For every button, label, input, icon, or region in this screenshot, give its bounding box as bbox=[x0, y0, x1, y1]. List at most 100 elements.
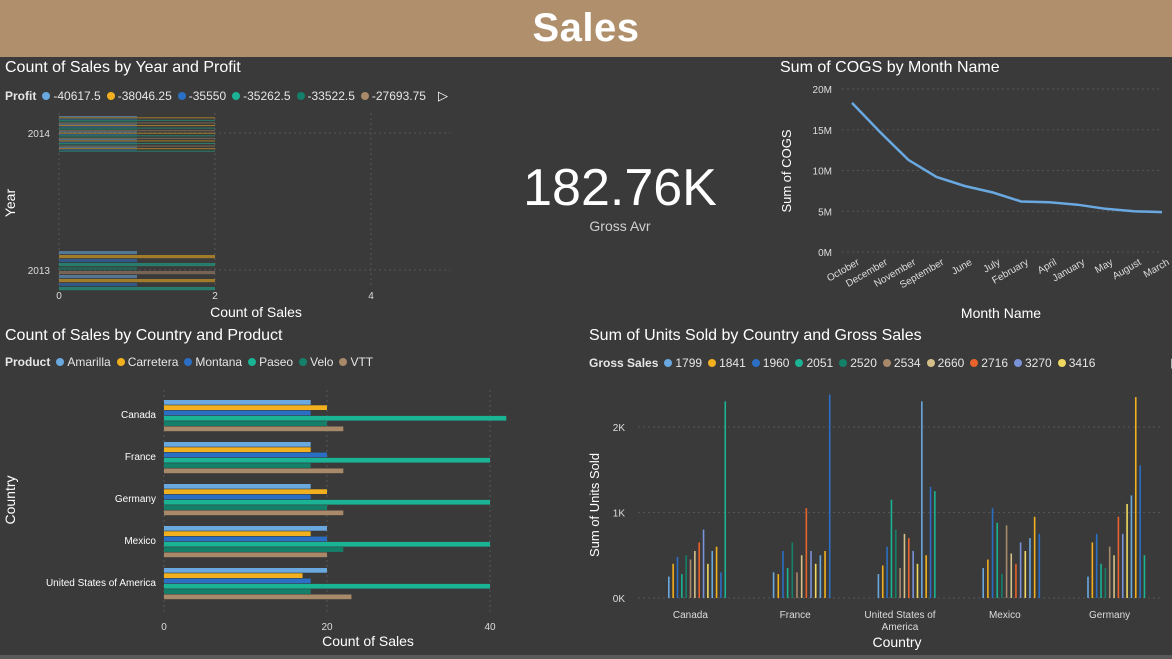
bar bbox=[164, 526, 327, 531]
bar bbox=[916, 563, 919, 598]
legend-item[interactable]: Velo bbox=[299, 355, 333, 369]
bar bbox=[164, 541, 490, 547]
legend-item[interactable]: 3416 bbox=[1057, 356, 1095, 370]
legend-label: -33522.5 bbox=[307, 89, 355, 103]
legend-item[interactable]: -35262.5 bbox=[232, 89, 291, 103]
legend-item[interactable]: -38046.25 bbox=[106, 89, 172, 103]
legend-item[interactable]: 1960 bbox=[751, 356, 789, 370]
bar bbox=[59, 137, 215, 139]
legend-item[interactable]: 1799 bbox=[664, 356, 702, 370]
legend-dot-icon bbox=[1014, 359, 1022, 367]
y-tick-label: Canada bbox=[121, 410, 156, 421]
bar bbox=[777, 574, 780, 598]
bar bbox=[711, 550, 714, 598]
bar bbox=[164, 405, 327, 410]
cogs-line bbox=[851, 102, 1163, 214]
legend-item[interactable]: Carretera bbox=[116, 355, 179, 369]
legend-item[interactable]: 2520 bbox=[839, 356, 877, 370]
chart4-legend-title: Gross Sales bbox=[589, 356, 659, 370]
bar bbox=[59, 271, 215, 275]
bar bbox=[59, 117, 215, 119]
bar bbox=[59, 144, 137, 146]
bar bbox=[676, 556, 679, 598]
bar bbox=[996, 522, 999, 598]
legend-label: -27693.75 bbox=[371, 89, 426, 103]
legend-dot-icon bbox=[1057, 359, 1066, 367]
legend-item[interactable]: -35550 bbox=[177, 89, 226, 103]
chart4-svg: 0K 1K 2K Canada France United States ofAmeric… bbox=[587, 394, 1162, 650]
bar bbox=[164, 426, 344, 432]
bar bbox=[59, 287, 215, 291]
legend-item[interactable]: -40617.5 bbox=[42, 89, 101, 103]
bar bbox=[1010, 553, 1013, 598]
chart3-svg: 0 20 40 Canada France Germany Mexico United Sta… bbox=[2, 390, 507, 649]
bar bbox=[59, 122, 215, 124]
legend-dot-icon bbox=[232, 92, 241, 100]
legend-item[interactable]: 3270 bbox=[1014, 356, 1052, 370]
x-tick-label: 0 bbox=[161, 622, 167, 633]
legend-label: Carretera bbox=[127, 355, 179, 369]
legend-item[interactable]: Paseo bbox=[248, 355, 293, 369]
x-tick-label: 2 bbox=[212, 291, 218, 302]
legend-item[interactable]: -27693.75 bbox=[360, 89, 426, 103]
legend-item[interactable]: 2534 bbox=[882, 356, 921, 370]
legend-dot-icon bbox=[106, 92, 115, 100]
legend-next-icon[interactable]: ▷ bbox=[437, 88, 448, 103]
legend-item[interactable]: -33522.5 bbox=[296, 89, 355, 103]
bar bbox=[164, 452, 327, 458]
bar bbox=[59, 148, 215, 150]
bar bbox=[810, 550, 812, 598]
legend-label: Amarilla bbox=[67, 355, 111, 369]
legend-item[interactable]: VTT bbox=[339, 355, 373, 369]
legend-item[interactable]: Amarilla bbox=[56, 355, 111, 369]
x-tick-label: France bbox=[780, 610, 812, 621]
legend-label: 2660 bbox=[937, 356, 965, 370]
bar bbox=[164, 463, 311, 468]
bar bbox=[59, 121, 137, 123]
legend-label: 2520 bbox=[850, 356, 877, 370]
bar bbox=[685, 555, 687, 598]
bar bbox=[934, 491, 936, 598]
bar bbox=[59, 131, 137, 133]
y-tick-label: 2K bbox=[613, 423, 626, 434]
bar bbox=[782, 550, 784, 598]
bar bbox=[59, 140, 215, 142]
legend-item[interactable]: 1841 bbox=[708, 356, 746, 370]
x-tick-label: Germany bbox=[1089, 610, 1130, 621]
x-tick-label: June bbox=[950, 257, 975, 278]
bar bbox=[59, 255, 215, 259]
chart3-legend: Product Amarilla Carretera Montana Paseo Vel… bbox=[5, 355, 379, 369]
legend-dot-icon bbox=[926, 359, 935, 367]
legend-item[interactable]: 2716 bbox=[970, 356, 1008, 370]
y-axis-label: Year bbox=[2, 189, 18, 218]
bar bbox=[877, 574, 880, 598]
bar bbox=[814, 563, 817, 598]
y-tick-label: Mexico bbox=[124, 536, 156, 547]
legend-label: 1841 bbox=[719, 356, 746, 370]
bar bbox=[1134, 397, 1137, 598]
legend-label: 2534 bbox=[893, 356, 921, 370]
bar bbox=[912, 550, 914, 598]
chart3-legend-title: Product bbox=[5, 355, 51, 369]
x-tick-label: Canada bbox=[673, 610, 708, 621]
legend-item[interactable]: 2051 bbox=[795, 356, 833, 370]
bottom-scrollbar[interactable] bbox=[0, 655, 1172, 659]
bar bbox=[1019, 542, 1022, 598]
x-tick-label: 0 bbox=[56, 291, 62, 302]
bar bbox=[786, 568, 789, 598]
y-tick-label: United States of America bbox=[46, 578, 156, 589]
x-tick-label: 4 bbox=[368, 291, 374, 302]
legend-item[interactable]: Montana bbox=[184, 355, 242, 369]
bar bbox=[890, 499, 893, 598]
x-tick-label: March bbox=[1142, 257, 1170, 280]
legend-item[interactable]: 2660 bbox=[926, 356, 965, 370]
bar bbox=[59, 119, 215, 121]
chart1-legend: Profit -40617.5 -38046.25 -35550 -35262.5 -3… bbox=[5, 88, 448, 104]
bar bbox=[59, 263, 215, 267]
bar bbox=[715, 546, 718, 598]
y-tick-label: France bbox=[125, 452, 157, 463]
bar bbox=[59, 279, 215, 283]
dashboard-header: Sales bbox=[0, 0, 1172, 57]
bar bbox=[1113, 555, 1115, 598]
bar bbox=[164, 484, 311, 489]
